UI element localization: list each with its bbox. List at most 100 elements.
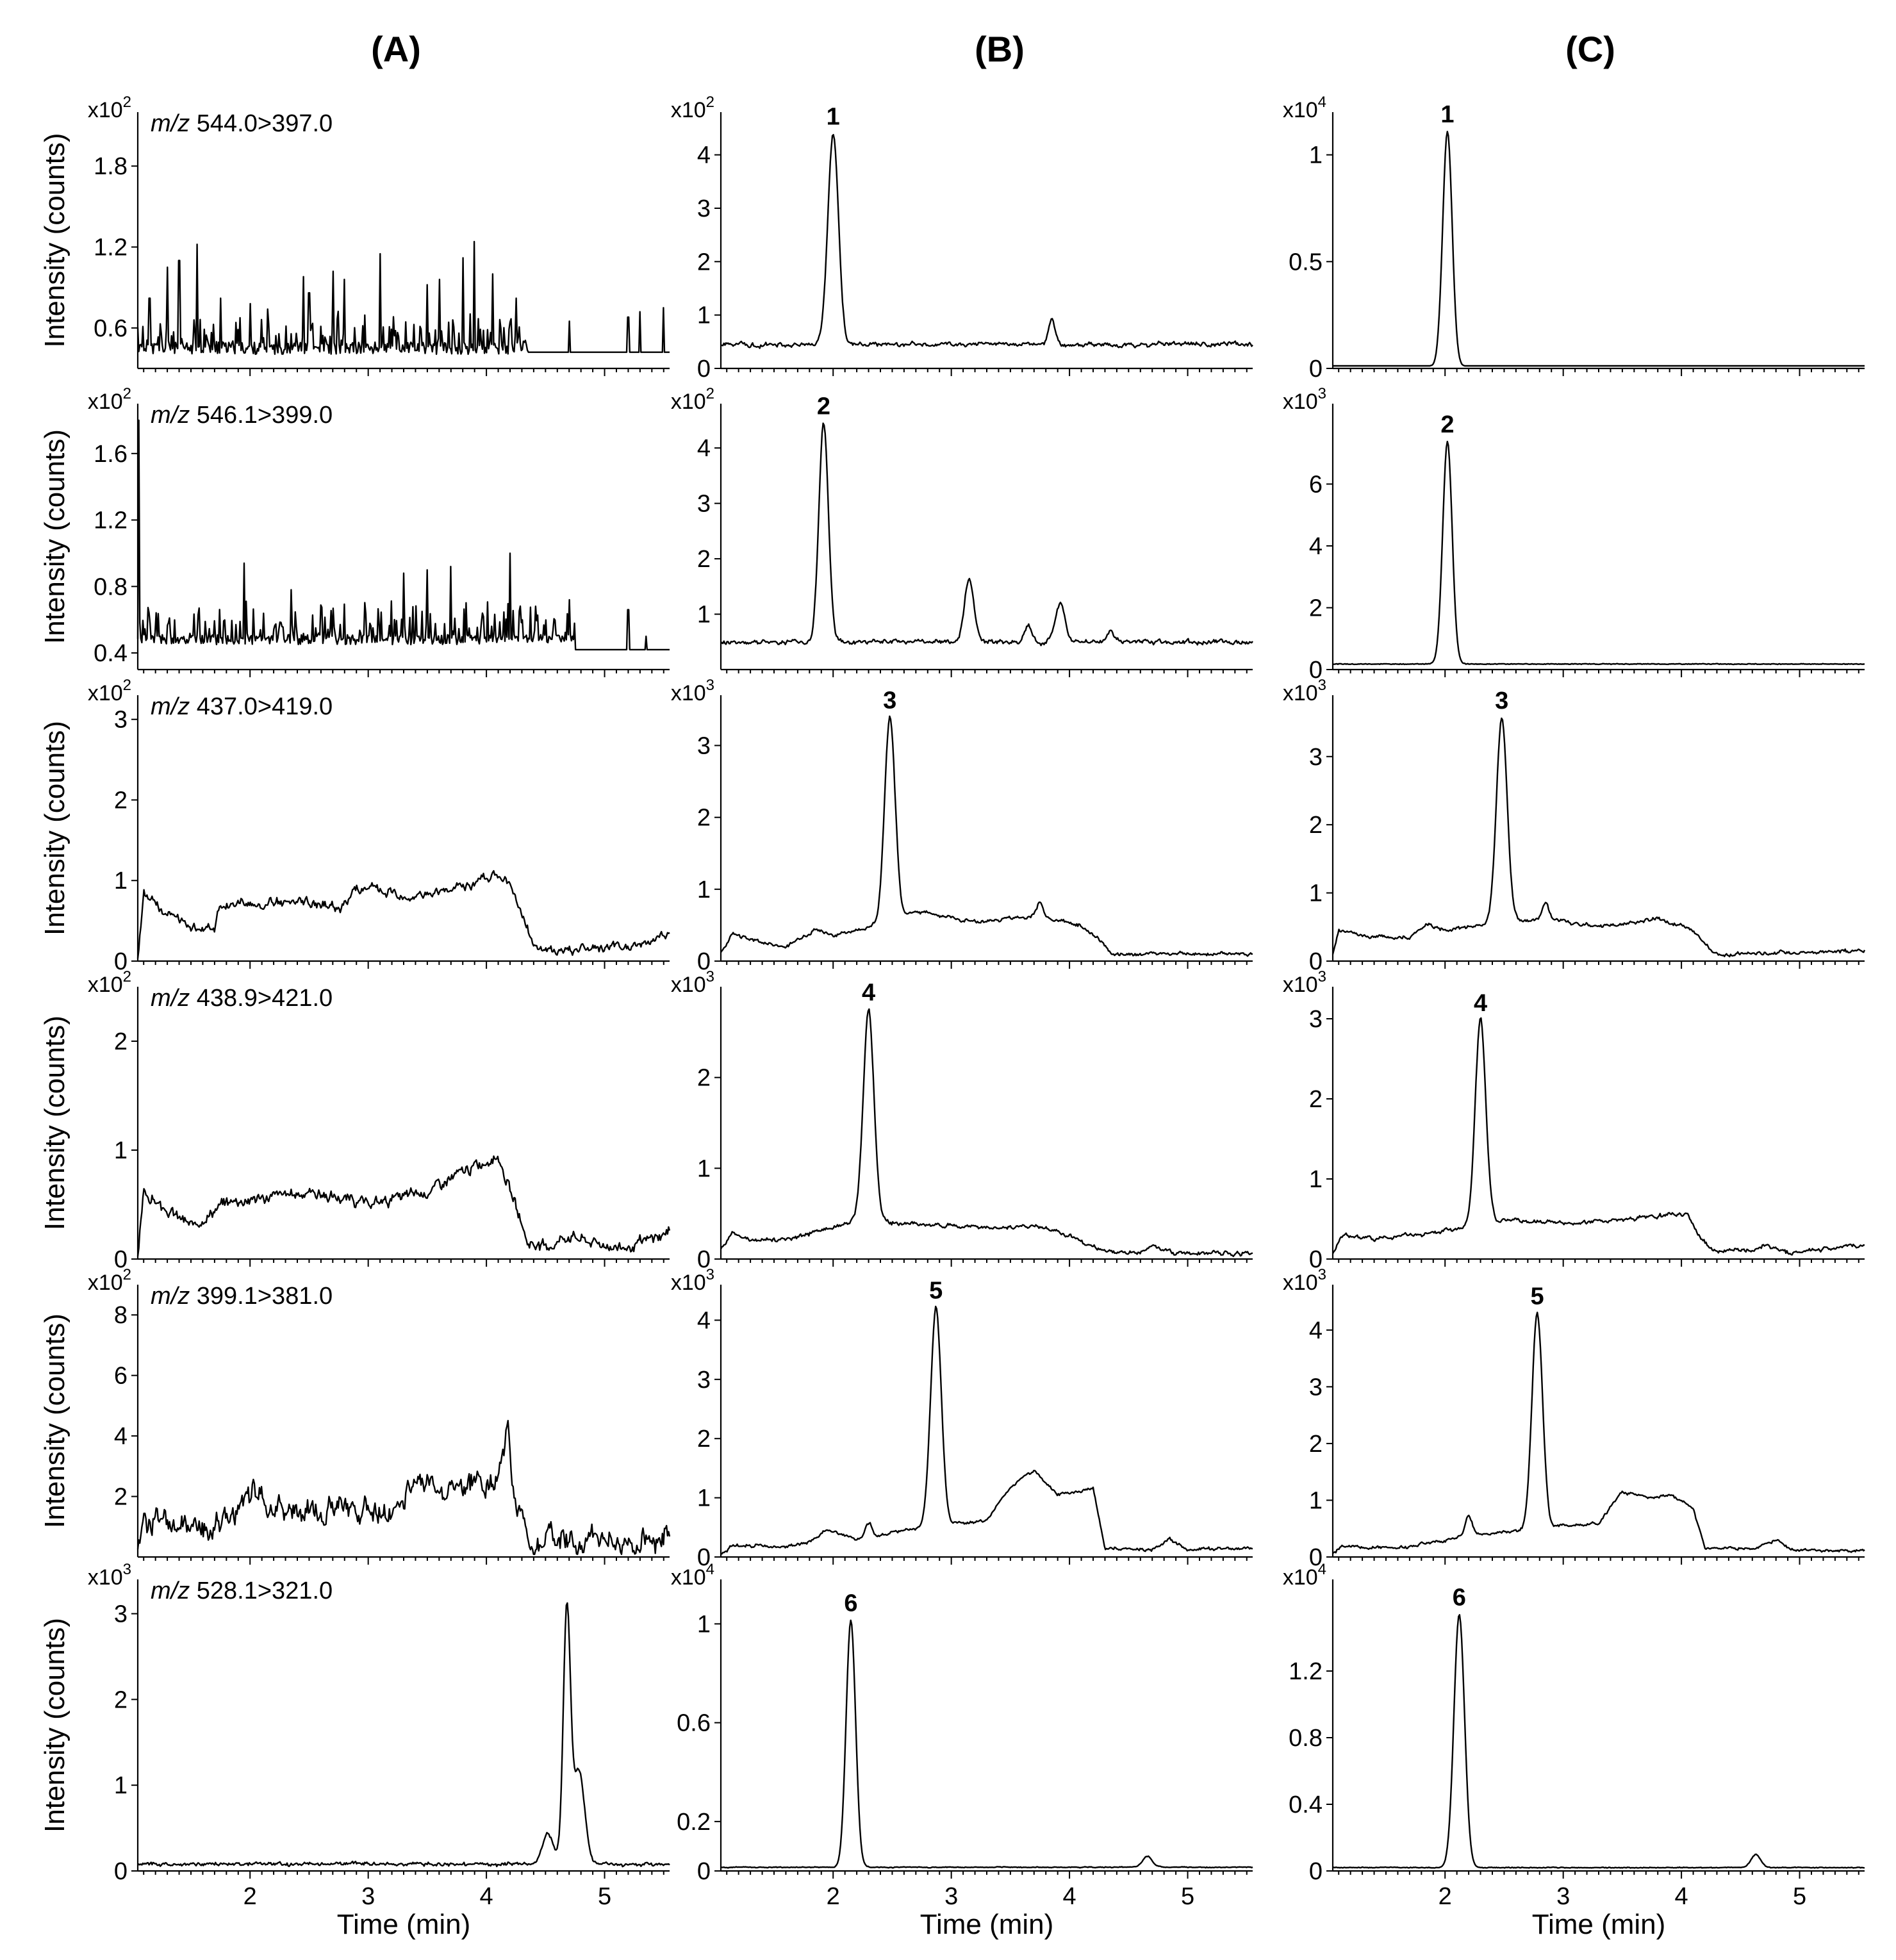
y-tick-label: 3: [697, 195, 711, 222]
y-tick-label: 3: [697, 733, 711, 760]
multiplier-exponent: 2: [123, 1266, 131, 1283]
y-tick-label: 0.6: [94, 315, 128, 342]
y-tick-label: 2: [114, 787, 128, 814]
chromatogram-trace: [1333, 131, 1865, 367]
column-title-a: (A): [371, 29, 421, 69]
y-axis-label: Intensity (counts): [39, 1016, 70, 1230]
multiplier-base: x10: [1283, 681, 1318, 705]
multiplier-exponent: 3: [1318, 1266, 1326, 1283]
peak-label: 2: [1440, 411, 1454, 438]
y-tick-label: 1.2: [94, 235, 128, 261]
y-tick-label: 4: [697, 142, 711, 169]
column-title-b: (B): [975, 29, 1025, 69]
y-multiplier-label: x102: [88, 968, 131, 997]
y-tick-label: 4: [114, 1423, 128, 1450]
chromatogram-trace: [720, 422, 1253, 646]
y-tick-label: 0: [1309, 1246, 1323, 1273]
chromatogram-trace: [137, 1602, 670, 1868]
transition-value: 546.1>399.0: [190, 402, 333, 429]
y-tick-label: 2: [697, 805, 711, 832]
y-tick-label: 1: [1309, 880, 1323, 907]
y-multiplier-label: x102: [88, 94, 131, 122]
y-tick-label: 3: [697, 1367, 711, 1394]
multiplier-exponent: 2: [706, 385, 714, 402]
peak-label: 3: [1495, 688, 1508, 714]
x-tick-label: 5: [1793, 1883, 1806, 1910]
y-tick-label: 8: [114, 1302, 128, 1329]
multiplier-exponent: 3: [1318, 968, 1326, 985]
multiplier-base: x10: [88, 98, 123, 122]
x-tick-label: 4: [1675, 1883, 1688, 1910]
multiplier-exponent: 3: [706, 677, 714, 694]
transition-label: m/z 544.0>397.0: [151, 110, 333, 137]
chromatogram-trace: [136, 419, 670, 651]
peak-label: 3: [883, 688, 896, 714]
multiplier-exponent: 2: [123, 968, 131, 985]
multiplier-exponent: 4: [706, 1561, 714, 1578]
y-tick-label: 0.5: [1289, 249, 1323, 276]
multiplier-exponent: 2: [123, 94, 131, 111]
y-multiplier-label: x102: [88, 677, 131, 705]
multiplier-exponent: 2: [706, 94, 714, 111]
column-title-c: (C): [1565, 29, 1615, 69]
y-tick-label: 0.8: [94, 573, 128, 600]
y-tick-label: 4: [1309, 533, 1323, 560]
y-tick-label: 1: [697, 1611, 711, 1638]
multiplier-base: x10: [88, 1565, 123, 1590]
y-axis-label: Intensity (counts): [39, 133, 70, 347]
multiplier-base: x10: [88, 681, 123, 705]
chromatogram-trace: [720, 715, 1253, 957]
y-tick-label: 1.2: [94, 507, 128, 534]
chromatogram-trace: [136, 240, 670, 355]
y-tick-label: 1: [697, 1485, 711, 1512]
y-tick-label: 2: [697, 546, 711, 573]
chart-panel-c-2: 0 2 4 6 x103 2: [1283, 385, 1865, 684]
x-tick-label: 5: [598, 1883, 611, 1910]
y-multiplier-label: x104: [1283, 1561, 1326, 1590]
y-tick-label: 3: [1309, 1006, 1323, 1033]
y-tick-label: 2: [1309, 812, 1323, 839]
multiplier-exponent: 3: [1318, 677, 1326, 694]
y-tick-label: 1: [1309, 1487, 1323, 1514]
y-axis-label: Intensity (counts): [39, 1618, 70, 1832]
y-tick-label: 0: [1309, 356, 1323, 383]
y-tick-label: 3: [114, 1601, 128, 1628]
x-tick-label: 2: [827, 1883, 840, 1910]
multiplier-base: x10: [88, 973, 123, 997]
x-axis-label: Time (min): [337, 1909, 471, 1940]
multiplier-base: x10: [671, 681, 706, 705]
peak-label: 5: [929, 1277, 943, 1304]
y-tick-label: 6: [114, 1363, 128, 1390]
transition-value: 399.1>381.0: [190, 1283, 333, 1310]
y-multiplier-label: x103: [671, 1266, 714, 1295]
chromatogram-trace: [720, 1619, 1253, 1869]
y-tick-label: 3: [114, 707, 128, 734]
chart-panel-a-2: 0.4 0.8 1.2 1.6 x102 m/z 546.1>399.0 Intensity…: [39, 385, 670, 677]
y-multiplier-label: x103: [1283, 1266, 1326, 1295]
y-multiplier-label: x102: [88, 385, 131, 414]
transition-label: m/z 399.1>381.0: [151, 1283, 333, 1310]
y-tick-label: 4: [1309, 1317, 1323, 1344]
chromatogram-trace: [1332, 1614, 1865, 1869]
multiplier-exponent: 4: [1318, 94, 1326, 111]
peak-label: 1: [827, 103, 840, 130]
y-tick-label: 2: [114, 1686, 128, 1713]
y-tick-label: 0: [114, 1246, 128, 1273]
x-tick-label: 2: [243, 1883, 257, 1910]
y-tick-label: 1.6: [94, 441, 128, 468]
x-axis-label: Time (min): [920, 1909, 1054, 1940]
transition-prefix: m/z: [151, 1577, 190, 1604]
transition-value: 437.0>419.0: [190, 693, 333, 720]
y-multiplier-label: x104: [1283, 94, 1326, 122]
transition-prefix: m/z: [151, 402, 190, 429]
transition-label: m/z 438.9>421.0: [151, 985, 333, 1012]
y-multiplier-label: x104: [671, 1561, 714, 1590]
y-tick-label: 2: [697, 1065, 711, 1092]
